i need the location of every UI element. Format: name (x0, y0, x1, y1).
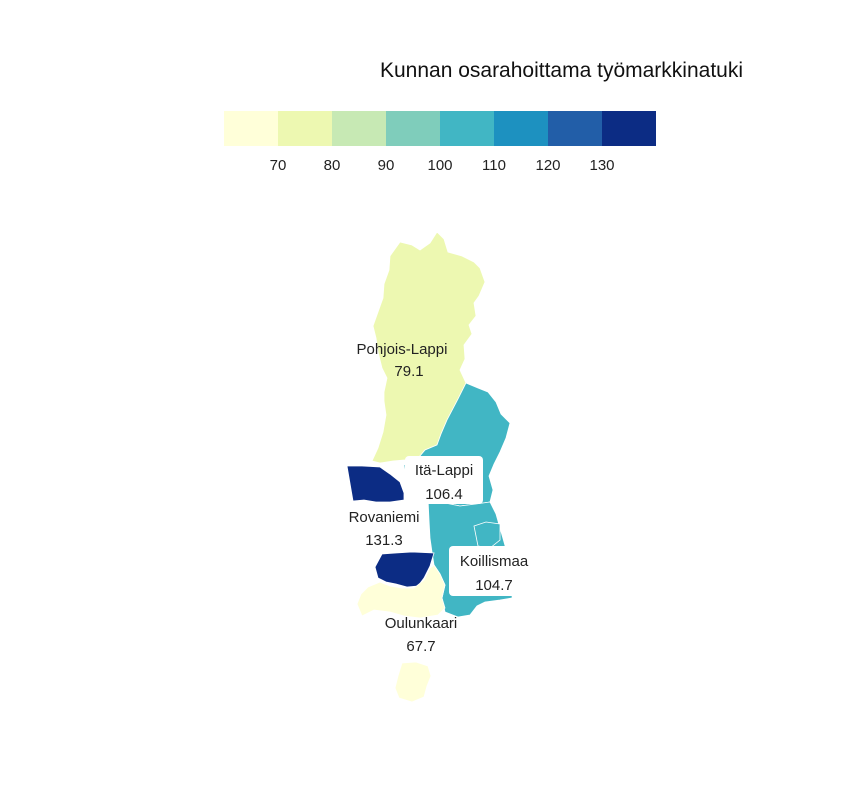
legend-color-bar (224, 111, 656, 146)
region-oulunkaari (356, 564, 446, 619)
region-value-pohjois-lappi: 79.1 (394, 363, 423, 380)
region-name-ita-lappi: Itä-Lappi (415, 462, 473, 479)
region-name-oulunkaari: Oulunkaari (385, 615, 458, 632)
legend-tick-130: 130 (589, 157, 614, 174)
region-rovaniemi-north (346, 465, 405, 503)
legend-tick-90: 90 (378, 157, 395, 174)
legend-swatch-0 (224, 111, 278, 146)
label-koillismaa: Koillismaa 104.7 (449, 546, 539, 596)
label-oulunkaari: Oulunkaari 67.7 (385, 615, 458, 655)
region-oulunkaari-south (394, 661, 432, 703)
legend-tick-110: 110 (482, 157, 506, 174)
legend-tick-80: 80 (324, 157, 341, 174)
legend-tick-100: 100 (427, 157, 452, 174)
legend: Kunnan osarahoittama työmarkkinatuki 70 8… (224, 59, 743, 174)
region-value-ita-lappi: 106.4 (425, 486, 463, 503)
label-ita-lappi: Itä-Lappi 106.4 (405, 456, 483, 504)
legend-swatch-1 (278, 111, 332, 146)
legend-swatch-2 (332, 111, 386, 146)
legend-swatch-5 (494, 111, 548, 146)
legend-tick-70: 70 (270, 157, 287, 174)
legend-title: Kunnan osarahoittama työmarkkinatuki (380, 59, 743, 82)
region-name-koillismaa: Koillismaa (460, 553, 529, 570)
region-value-koillismaa: 104.7 (475, 577, 513, 594)
legend-tick-labels: 70 80 90 100 110 120 130 (270, 157, 615, 174)
region-value-rovaniemi: 131.3 (365, 532, 403, 549)
label-rovaniemi: Rovaniemi 131.3 (349, 509, 420, 549)
legend-tick-120: 120 (535, 157, 560, 174)
region-name-pohjois-lappi: Pohjois-Lappi (357, 341, 448, 358)
label-box-ita-lappi (405, 456, 483, 504)
legend-swatch-7 (602, 111, 656, 146)
label-pohjois-lappi: Pohjois-Lappi 79.1 (357, 341, 448, 380)
legend-swatch-6 (548, 111, 602, 146)
region-labels: Pohjois-Lappi 79.1 Itä-Lappi 106.4 Rovan… (349, 341, 539, 655)
region-name-rovaniemi: Rovaniemi (349, 509, 420, 526)
label-box-koillismaa (449, 546, 539, 596)
legend-swatch-4 (440, 111, 494, 146)
legend-swatch-3 (386, 111, 440, 146)
region-value-oulunkaari: 67.7 (406, 638, 435, 655)
